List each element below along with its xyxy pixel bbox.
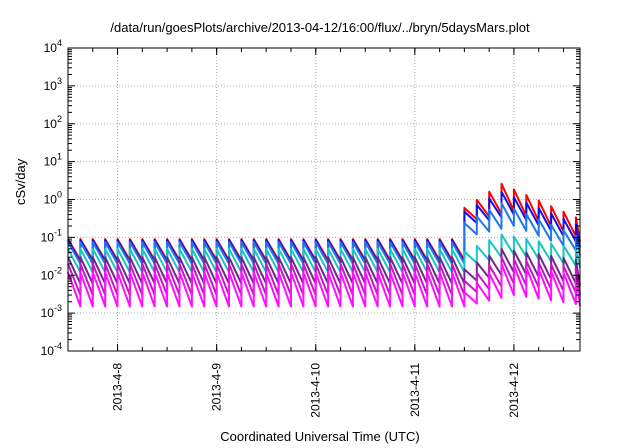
y-tick-label: 10-4 xyxy=(41,341,62,358)
y-tick-label: 101 xyxy=(44,152,62,169)
y-axis-ticks: 10-4 10-3 10-2 10-1 100 101 102 103 104 xyxy=(41,38,580,358)
y-tick-label: 10-3 xyxy=(41,303,62,320)
x-tick-label: 2013-4-11 xyxy=(408,363,422,417)
grid-lines xyxy=(68,48,580,351)
y-axis-label: cSv/day xyxy=(13,158,28,205)
x-tick-label: 2013-4-12 xyxy=(507,363,521,418)
y-tick-label: 10-1 xyxy=(41,227,62,244)
x-tick-label: 2013-4-10 xyxy=(309,363,323,418)
chart-title: /data/run/goesPlots/archive/2013-04-12/1… xyxy=(110,20,530,35)
x-tick-label: 2013-4-8 xyxy=(111,363,125,411)
series-line xyxy=(67,262,581,308)
x-axis-label: Coordinated Universal Time (UTC) xyxy=(220,429,420,444)
series-group xyxy=(67,182,581,308)
y-tick-label: 102 xyxy=(44,114,62,131)
x-axis-ticks: 2013-4-8 2013-4-9 2013-4-10 2013-4-11 2013-4… xyxy=(67,48,564,418)
x-tick-label: 2013-4-9 xyxy=(210,363,224,411)
y-tick-label: 103 xyxy=(44,76,62,93)
y-tick-label: 100 xyxy=(44,190,62,207)
y-tick-label: 104 xyxy=(44,38,62,55)
y-tick-label: 10-2 xyxy=(41,265,62,282)
